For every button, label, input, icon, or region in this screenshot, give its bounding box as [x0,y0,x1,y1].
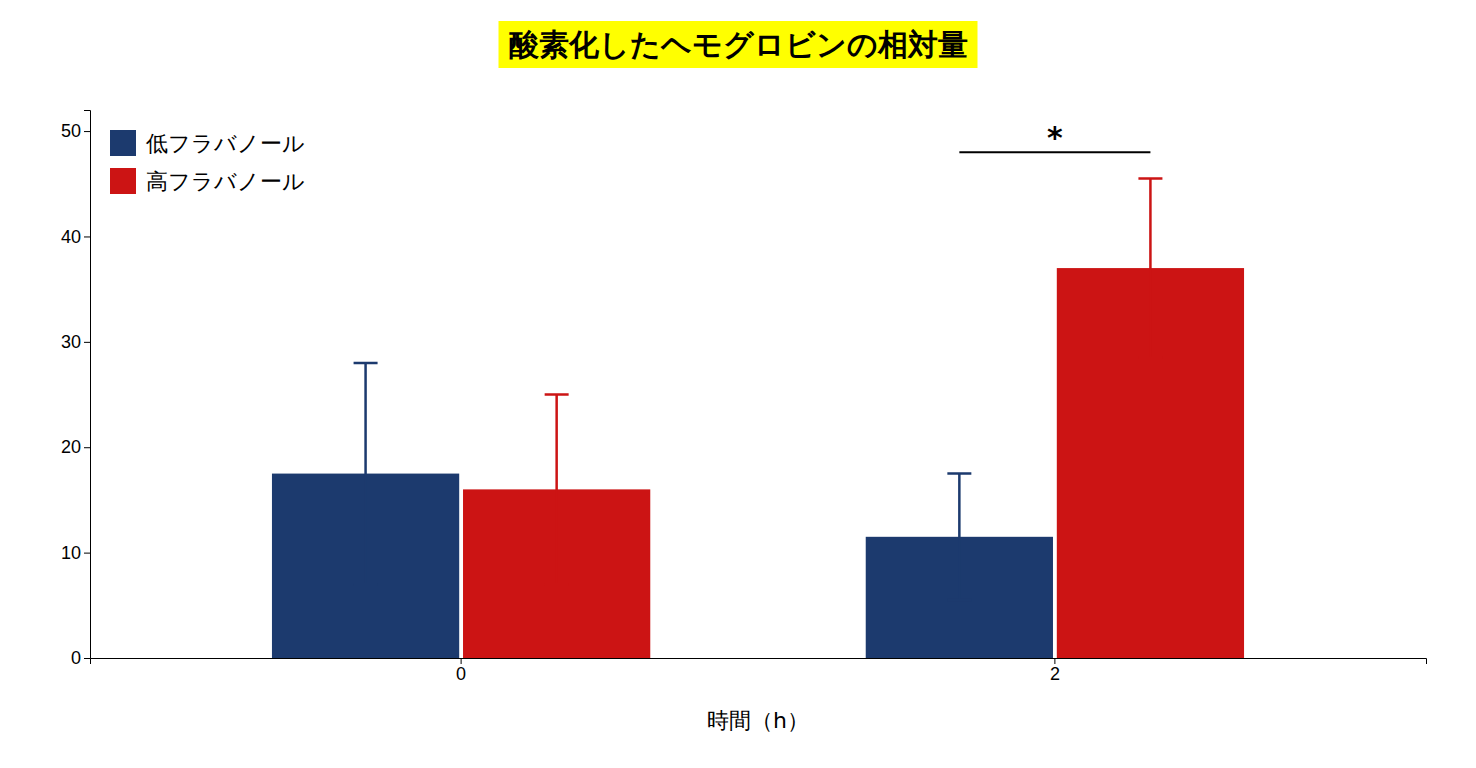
y-tick: 40 [61,227,90,247]
x-tick-label: 2 [1050,664,1060,684]
title: 酸素化したヘモグロビンの相対量 [509,27,968,62]
y-tick: 20 [61,437,90,457]
error-bar [354,363,378,584]
y-tick-mark [84,553,90,554]
error-bar [947,474,971,600]
plot: 0102030405002低フラバノール高フラバノール [61,111,1427,684]
y-tick: 0 [71,648,90,668]
x-tick: 0 [456,658,466,684]
y-tick-mark [84,447,90,448]
legend-label: 高フラバノール [146,169,305,194]
legend-item: 高フラバノール [110,168,305,194]
y-axis: 0 10 20 30 40 50 [61,111,91,669]
marks [272,152,1244,658]
axis-line [84,111,91,659]
y-tick-label: 30 [61,332,81,352]
y-tick-mark [84,236,90,237]
annotations: * [1047,120,1063,155]
error-bar [1138,179,1162,358]
y-tick: 50 [61,121,90,141]
legend-swatch [110,168,136,194]
legend: 低フラバノール高フラバノール [110,130,305,194]
y-tick: 30 [61,332,90,352]
y-tick: 10 [61,543,90,563]
x-axis: 02 [91,658,1427,684]
legend-label: 低フラバノール [146,131,305,156]
title-background [499,21,978,68]
y-tick-label: 10 [61,543,81,563]
legend-item: 低フラバノール [110,130,305,156]
significance-star: * [1047,120,1063,155]
x-tick-label: 0 [456,664,466,684]
legend-swatch [110,130,136,156]
axis-line [91,659,1427,665]
y-tick-label: 50 [61,121,81,141]
title-group: 酸素化したヘモグロビンの相対量 [499,21,978,68]
y-tick-label: 40 [61,227,81,247]
x-axis-title: 時間（h） [707,708,809,733]
series [272,363,1053,658]
y-tick-mark [84,342,90,343]
y-tick-label: 0 [71,648,81,668]
y-tick-label: 20 [61,437,81,457]
error-bar [545,395,569,585]
x-tick: 2 [1050,658,1060,684]
chart: 0102030405002低フラバノール高フラバノール時間（h）*酸素化したヘモ… [0,0,1476,768]
y-tick-mark [84,131,90,132]
y-tick-mark [84,658,90,659]
series [463,179,1244,659]
